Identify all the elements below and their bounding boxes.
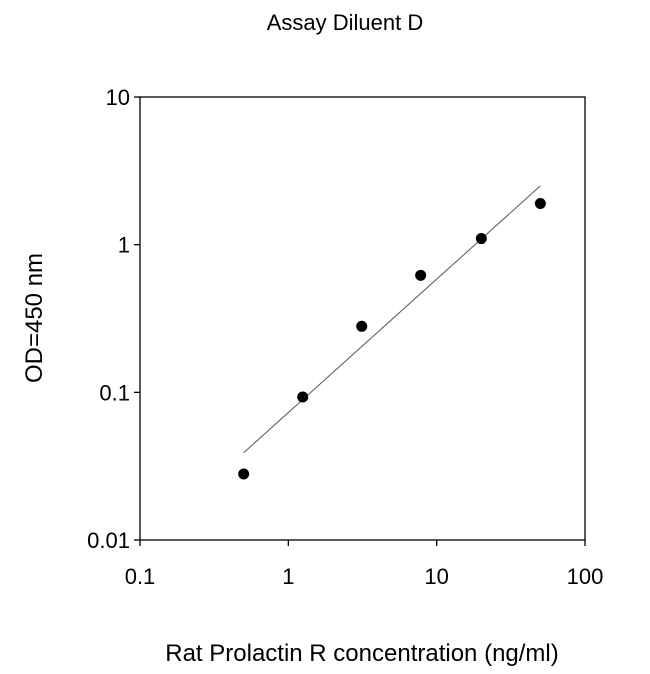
- y-tick-label: 0.01: [87, 528, 130, 553]
- data-points: [238, 198, 546, 480]
- data-point: [297, 391, 309, 403]
- data-point: [415, 269, 427, 281]
- y-axis-ticks: 0.01 0.1 1 10: [87, 85, 140, 553]
- x-tick-label: 1: [282, 564, 294, 589]
- fit-line: [243, 185, 541, 454]
- data-point: [238, 468, 250, 480]
- data-point: [475, 233, 487, 245]
- x-axis-label: Rat Prolactin R concentration (ng/ml): [165, 640, 559, 667]
- y-tick-label: 0.1: [99, 380, 130, 405]
- fit-layer: [243, 185, 541, 454]
- chart-title: Assay Diluent D: [267, 10, 424, 35]
- data-point: [534, 198, 546, 210]
- x-tick-label: 0.1: [125, 564, 156, 589]
- plot-frame: [139, 96, 586, 541]
- x-tick-label: 100: [567, 564, 604, 589]
- x-tick-label: 10: [424, 564, 448, 589]
- y-tick-label: 1: [118, 233, 130, 258]
- x-axis-ticks: 0.1 1 10 100: [125, 540, 604, 589]
- data-point: [356, 320, 368, 332]
- y-tick-label: 10: [106, 85, 130, 110]
- y-axis-label: OD=450 nm: [21, 253, 48, 383]
